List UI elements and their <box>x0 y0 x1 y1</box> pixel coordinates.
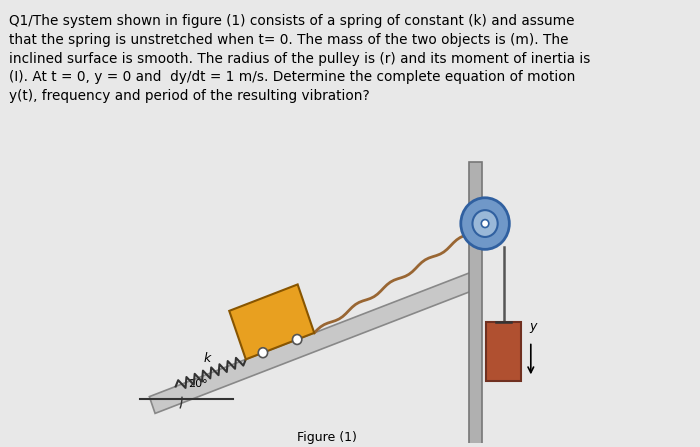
Text: k: k <box>203 352 211 365</box>
Polygon shape <box>469 162 482 446</box>
Polygon shape <box>149 271 480 413</box>
Bar <box>486 322 522 381</box>
Circle shape <box>473 210 498 237</box>
Text: inclined surface is smooth. The radius of the pulley is (r) and its moment of in: inclined surface is smooth. The radius o… <box>9 51 591 66</box>
Text: Q1/The system shown in figure (1) consists of a spring of constant (k) and assum: Q1/The system shown in figure (1) consis… <box>9 14 575 28</box>
Text: y: y <box>529 320 536 333</box>
Text: that the spring is unstretched when t= 0. The mass of the two objects is (m). Th: that the spring is unstretched when t= 0… <box>9 33 569 47</box>
Circle shape <box>293 334 302 345</box>
Text: y(t), frequency and period of the resulting vibration?: y(t), frequency and period of the result… <box>9 89 370 103</box>
Circle shape <box>482 219 489 228</box>
Text: (I). At t = 0, y = 0 and  dy/dt = 1 m/s. Determine the complete equation of moti: (I). At t = 0, y = 0 and dy/dt = 1 m/s. … <box>9 71 575 84</box>
Text: 20°: 20° <box>188 379 208 389</box>
Circle shape <box>461 198 510 249</box>
Circle shape <box>258 348 267 358</box>
Polygon shape <box>229 284 314 359</box>
Text: Figure (1): Figure (1) <box>297 431 356 444</box>
